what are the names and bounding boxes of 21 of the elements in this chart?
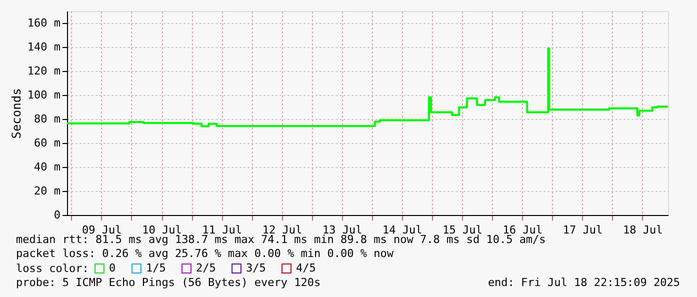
text: packet loss: 0.26 % avg 25.76 % max 0.00 % min 0.00 % now (16, 247, 394, 260)
legend-title: loss color: (16, 262, 89, 275)
legend-label: 0 (109, 262, 116, 275)
y-tick-label: 20 m (34, 184, 61, 198)
text: probe: 5 ICMP Echo Pings (56 Bytes) every 120s (16, 276, 321, 289)
text: end: Fri Jul 18 22:15:09 2025 (488, 276, 680, 289)
y-tick-label: 0 (54, 208, 60, 222)
y-tick-label: 60 m (34, 136, 61, 150)
y-tick-label: 40 m (34, 160, 61, 174)
y-tick-label: 80 m (34, 112, 61, 126)
x-tick-label: 17 Jul (562, 224, 603, 236)
y-tick-label: 120 m (27, 64, 61, 78)
legend-label: 2/5 (196, 262, 216, 275)
y-tick-label: 160 m (27, 16, 61, 30)
legend-label: 4/5 (296, 262, 316, 275)
x-tick-label: 18 Jul (622, 224, 663, 236)
legend-label: 3/5 (246, 262, 266, 275)
legend-label: 1/5 (146, 262, 166, 275)
y-tick-label: 100 m (27, 88, 61, 102)
y-tick-label: 140 m (27, 40, 61, 54)
y-axis-title: Seconds (9, 88, 24, 139)
